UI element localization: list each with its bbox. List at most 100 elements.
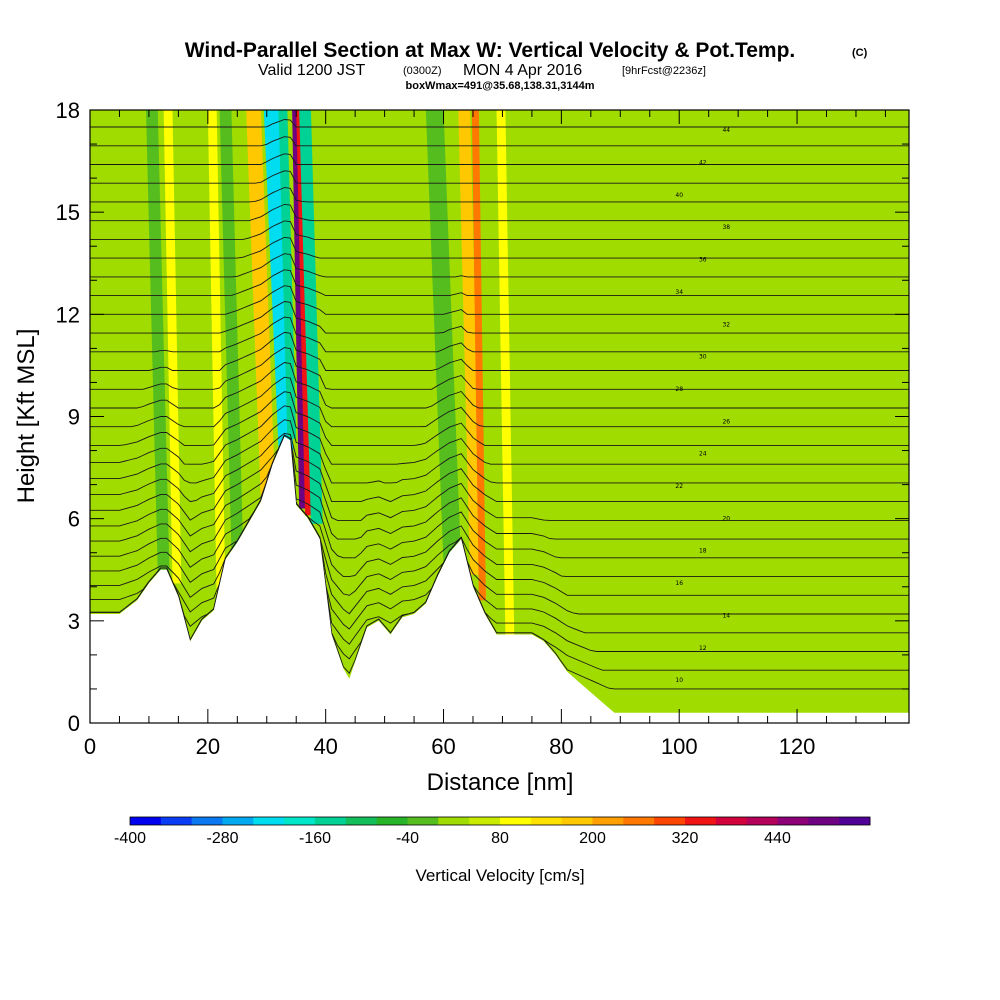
velocity-band	[425, 110, 462, 565]
theta-label: 16	[675, 580, 683, 587]
colorbar-tick-label: -280	[206, 830, 238, 847]
colorbar-swatch	[685, 817, 717, 825]
velocity-band	[292, 110, 307, 509]
colorbar-swatch	[469, 817, 501, 825]
potential-temperature-contours: 10 12 14 16 18 20 22 24 26 28 30 32 34 36 38 40 42 44	[90, 119, 909, 690]
y-tick-label: 18	[56, 98, 80, 123]
theta-label: 26	[722, 418, 730, 425]
colorbar-tick-label: 320	[672, 830, 699, 847]
colorbar-swatch	[438, 817, 470, 825]
velocity-band	[299, 110, 323, 524]
theta-contour	[90, 434, 909, 559]
valid-prefix: Valid 1200 JST	[258, 62, 366, 79]
theta-label: 36	[699, 257, 707, 264]
vertical-velocity-field	[145, 110, 515, 635]
x-tick-label: 0	[84, 734, 96, 759]
theta-label: 10	[675, 677, 683, 684]
box-info: boxWmax=491@35.68,138.31,3144m	[406, 80, 595, 92]
colorbar-title: Vertical Velocity [cm/s]	[415, 866, 584, 885]
colorbar-tick-label: -160	[299, 830, 331, 847]
x-tick-label: 80	[549, 734, 573, 759]
theta-contour	[90, 170, 909, 184]
theta-contour	[90, 434, 909, 615]
theta-label: 14	[722, 612, 730, 619]
theta-label: 28	[675, 386, 683, 393]
terrain-mask	[90, 436, 909, 723]
theta-contour	[90, 376, 909, 428]
theta-contour	[90, 285, 909, 315]
colorbar-tick-label: 80	[491, 830, 509, 847]
velocity-band	[471, 110, 486, 601]
colorbar-swatch	[284, 817, 316, 825]
colorbar-swatch	[623, 817, 655, 825]
theta-contour	[90, 236, 909, 259]
theta-label: 24	[699, 451, 707, 458]
subtitle: Valid 1200 JST (0300Z) MON 4 Apr 2016 [9…	[258, 62, 706, 79]
colorbar-swatch	[715, 817, 748, 825]
valid-date: MON 4 Apr 2016	[463, 62, 582, 79]
colorbar-swatch	[592, 817, 624, 825]
colorbar-tick-label: 440	[764, 830, 791, 847]
theta-contour	[90, 316, 909, 353]
x-tick-label: 120	[779, 734, 816, 759]
colorbar-tick-label: 200	[579, 830, 606, 847]
y-tick-label: 15	[56, 200, 80, 225]
title-mark: (C)	[852, 47, 868, 59]
theta-contour	[90, 301, 909, 334]
x-tick-label: 60	[431, 734, 455, 759]
colorbar-swatch	[315, 817, 347, 825]
theta-contour	[90, 362, 909, 409]
colorbar-swatch	[777, 817, 809, 825]
theta-contour	[90, 432, 909, 503]
plot-area: 10 12 14 16 18 20 22 24 26 28 30 32 34 36 38 40 42 44	[90, 110, 909, 723]
velocity-band	[278, 110, 297, 439]
theta-label: 30	[699, 354, 707, 361]
theta-label: 40	[675, 192, 683, 199]
colorbar-tick-label: -40	[396, 830, 419, 847]
colorbar-frame	[129, 816, 871, 826]
theta-label: 42	[699, 160, 707, 167]
colorbar-swatch	[407, 817, 439, 825]
theta-contour	[90, 269, 909, 297]
colorbar-swatch	[530, 817, 563, 825]
colorbar-tick-label: -400	[114, 830, 146, 847]
theta-contour	[90, 391, 909, 446]
theta-contour	[90, 419, 909, 484]
theta-contour	[90, 434, 909, 596]
velocity-band	[207, 110, 226, 598]
velocity-band	[496, 110, 515, 635]
theta-label: 12	[699, 645, 707, 652]
x-tick-label: 40	[313, 734, 337, 759]
theta-contour	[90, 434, 909, 521]
colorbar-swatch	[561, 817, 593, 825]
y-tick-label: 9	[68, 405, 80, 430]
theta-contour	[90, 203, 909, 222]
velocity-band	[246, 110, 276, 502]
theta-label: 20	[722, 515, 730, 522]
colorbar-swatch	[500, 817, 532, 825]
colorbar-swatch	[376, 817, 408, 825]
colorbar-swatch	[746, 817, 778, 825]
theta-contour	[90, 405, 909, 465]
forecast-note: [9hrFcst@2236z]	[622, 65, 706, 77]
y-tick-label: 3	[68, 609, 80, 634]
theta-contour	[90, 331, 909, 371]
x-tick-label: 20	[196, 734, 220, 759]
theta-label: 32	[722, 321, 730, 328]
colorbar-swatch	[808, 817, 840, 825]
theta-contour	[90, 220, 909, 240]
x-tick-label: 100	[661, 734, 698, 759]
y-tick-label: 0	[68, 711, 80, 736]
x-axis-title: Distance [nm]	[427, 769, 574, 796]
velocity-band	[145, 110, 170, 574]
theta-contour	[90, 253, 909, 278]
theta-label: 22	[675, 483, 683, 490]
colorbar-swatch	[253, 817, 285, 825]
velocity-band	[163, 110, 182, 584]
theta-label: 18	[699, 548, 707, 555]
chart-title: Wind-Parallel Section at Max W: Vertical…	[185, 39, 796, 62]
colorbar-swatch	[191, 817, 223, 825]
theta-contour	[90, 434, 909, 540]
colorbar-swatch	[130, 817, 162, 825]
